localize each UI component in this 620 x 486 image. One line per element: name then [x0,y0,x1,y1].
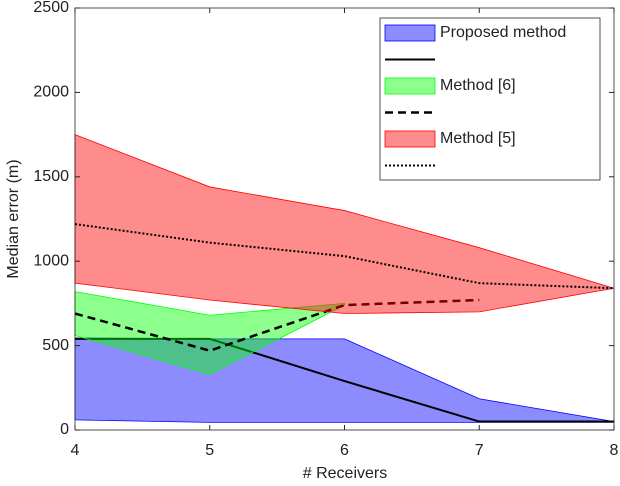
legend-label: Proposed method [440,24,566,41]
y-tick-label: 500 [42,337,69,354]
legend-swatch [384,24,436,42]
x-tick-label: 5 [205,442,214,459]
y-tick-label: 2500 [33,0,69,16]
band [74,134,615,314]
x-axis-label: # Receivers [303,465,387,482]
line [74,298,480,352]
x-tick-label: 8 [610,442,619,459]
legend-swatch [384,77,436,95]
x-tick-label: 6 [340,442,349,459]
x-tick-label: 7 [475,442,484,459]
y-tick-label: 1000 [33,252,69,269]
y-axis-label: Median error (m) [5,159,22,278]
legend-box [379,17,601,181]
legend-label: Method [5] [440,130,516,147]
legend-swatch [384,130,436,148]
line [74,223,615,290]
legend-label: Method [6] [440,77,516,94]
y-tick-label: 2000 [33,84,69,101]
y-tick-label: 1500 [33,168,69,185]
y-tick-label: 0 [60,421,69,438]
x-tick-label: 4 [71,442,80,459]
